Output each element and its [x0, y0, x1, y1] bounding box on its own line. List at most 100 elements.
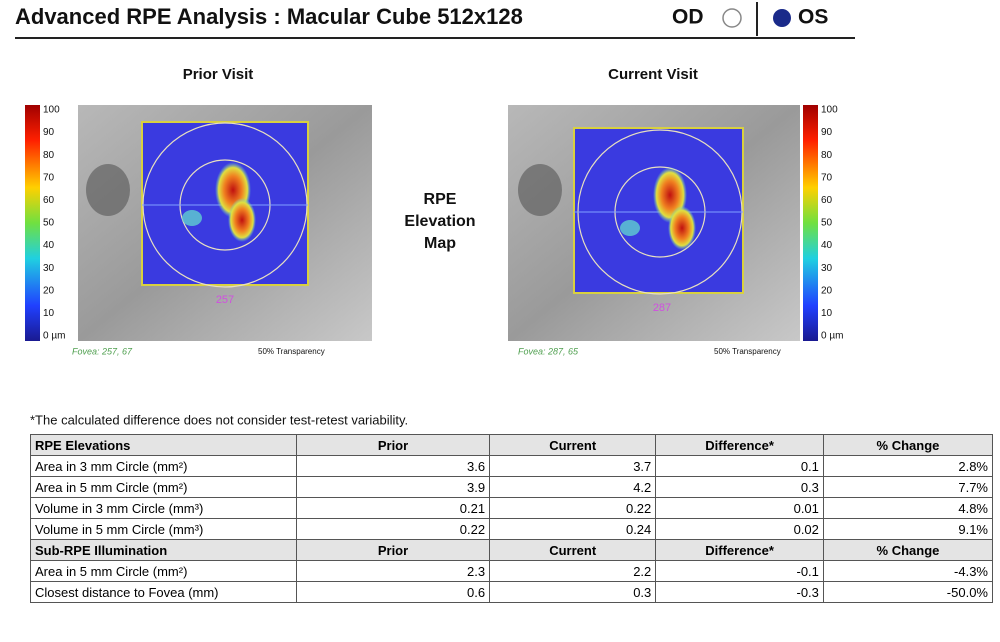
- data-row: Area in 3 mm Circle (mm²) 3.6 3.7 0.1 2.8%: [30, 455, 994, 477]
- scale-label: 50: [43, 218, 55, 229]
- cell: 0.22: [489, 497, 657, 519]
- cell: 0.1: [655, 455, 824, 477]
- cell: -50.0%: [822, 581, 994, 603]
- data-row: Volume in 5 mm Circle (mm³) 0.22 0.24 0.02 9…: [30, 518, 994, 540]
- cell: Closest distance to Fovea (mm): [30, 581, 297, 603]
- header-cell: Sub-RPE Illumination: [30, 539, 297, 561]
- header-cell: Current: [489, 434, 657, 456]
- header-cell: RPE Elevations: [30, 434, 297, 456]
- fovea-label: Fovea: 257, 67: [72, 346, 133, 356]
- cell: 2.2: [489, 560, 657, 582]
- lesion: [620, 220, 640, 236]
- scale-label: 10: [43, 308, 55, 319]
- cell: Area in 3 mm Circle (mm²): [30, 455, 297, 477]
- header-cell: Prior: [295, 434, 491, 456]
- cell: 3.6: [295, 455, 491, 477]
- slice-label: 287: [653, 302, 671, 314]
- cell: 3.9: [295, 476, 491, 498]
- results-table: RPE Elevations Prior Current Difference*% C…: [30, 434, 994, 603]
- cell: 0.3: [489, 581, 657, 603]
- cell: 2.8%: [822, 455, 994, 477]
- optic-disc: [86, 164, 130, 216]
- cell: 0.3: [655, 476, 824, 498]
- od-radio[interactable]: [722, 8, 742, 28]
- header-row: Sub-RPE Illumination Prior Current Differen…: [30, 539, 994, 561]
- cell: 4.2: [489, 476, 657, 498]
- header-cell: Current: [489, 539, 657, 561]
- header-cell: Difference*: [655, 539, 824, 561]
- scale-label: 70: [821, 172, 833, 183]
- scale-label: 0 µm: [43, 331, 65, 342]
- transparency-label: 50% Transparency: [258, 347, 325, 356]
- note: *The calculated difference does not cons…: [30, 412, 408, 427]
- scale: 100 90 80 70 60 50 40 30 20 10 0 µm: [821, 105, 843, 342]
- prior-title: Prior Visit: [183, 66, 254, 83]
- scale-label: 80: [821, 150, 833, 161]
- scale-label: 90: [43, 127, 55, 138]
- cell: 0.6: [295, 581, 491, 603]
- scale-label: 30: [821, 263, 833, 274]
- cell: Area in 5 mm Circle (mm²): [30, 560, 297, 582]
- cell: 3.7: [489, 455, 657, 477]
- optic-disc: [518, 164, 562, 216]
- map-label: RPE: [424, 191, 457, 208]
- scale-label: 40: [821, 240, 833, 251]
- slice-label: 257: [216, 294, 234, 306]
- fovea-label: Fovea: 287, 65: [518, 346, 579, 356]
- cell: 9.1%: [822, 518, 994, 540]
- cell: 2.3: [295, 560, 491, 582]
- map-label: Elevation: [404, 213, 475, 230]
- map-label: Map: [424, 235, 456, 252]
- cell: Volume in 3 mm Circle (mm³): [30, 497, 297, 519]
- color-bar: [803, 105, 818, 341]
- os-radio[interactable]: [773, 9, 791, 27]
- current-title: Current Visit: [608, 66, 698, 83]
- cell: 0.02: [655, 518, 824, 540]
- data-row: Area in 5 mm Circle (mm²) 2.3 2.2 -0.1 -4.3%: [30, 560, 994, 582]
- header-cell: % Change: [822, 539, 994, 561]
- lesion: [182, 210, 202, 226]
- header-cell: Prior: [295, 539, 491, 561]
- cell: 0.21: [295, 497, 491, 519]
- data-row: Area in 5 mm Circle (mm²) 3.9 4.2 0.3 7.7%: [30, 476, 994, 498]
- scale-label: 80: [43, 150, 55, 161]
- cell: 0.24: [489, 518, 657, 540]
- data-row: Volume in 3 mm Circle (mm³) 0.21 0.22 0.01 4…: [30, 497, 994, 519]
- cell: Volume in 5 mm Circle (mm³): [30, 518, 297, 540]
- lesion: [228, 198, 256, 242]
- scale-label: 60: [821, 195, 833, 206]
- scale-label: 10: [821, 308, 833, 319]
- scale-label: 40: [43, 240, 55, 251]
- color-bar: [25, 105, 40, 341]
- scale-label: 0 µm: [821, 331, 843, 342]
- scale-label: 20: [43, 285, 55, 296]
- scale: 100 90 80 70 60 50 40 30 20 10 0 µm: [43, 105, 65, 342]
- cell: -0.1: [655, 560, 824, 582]
- scale-label: 100: [821, 105, 838, 116]
- cell: 0.01: [655, 497, 824, 519]
- os-label: OS: [798, 6, 828, 29]
- lesion: [668, 206, 696, 250]
- cell: -0.3: [655, 581, 824, 603]
- scale-label: 20: [821, 285, 833, 296]
- header-row: RPE Elevations Prior Current Difference*% C…: [30, 434, 994, 456]
- cell: 4.8%: [822, 497, 994, 519]
- scale-label: 100: [43, 105, 60, 116]
- transparency-label: 50% Transparency: [714, 347, 781, 356]
- cell: 0.22: [295, 518, 491, 540]
- scale-label: 90: [821, 127, 833, 138]
- cell: 7.7%: [822, 476, 994, 498]
- title: Advanced RPE Analysis : Macular Cube 512…: [15, 4, 523, 29]
- cell: Area in 5 mm Circle (mm²): [30, 476, 297, 498]
- scale-label: 50: [821, 218, 833, 229]
- scale-label: 30: [43, 263, 55, 274]
- data-row: Closest distance to Fovea (mm) 0.6 0.3 -0.3…: [30, 581, 994, 603]
- scale-label: 60: [43, 195, 55, 206]
- scale-label: 70: [43, 172, 55, 183]
- header-cell: Difference*: [655, 434, 824, 456]
- cell: -4.3%: [822, 560, 994, 582]
- od-label: OD: [672, 6, 704, 29]
- header-cell: % Change: [822, 434, 994, 456]
